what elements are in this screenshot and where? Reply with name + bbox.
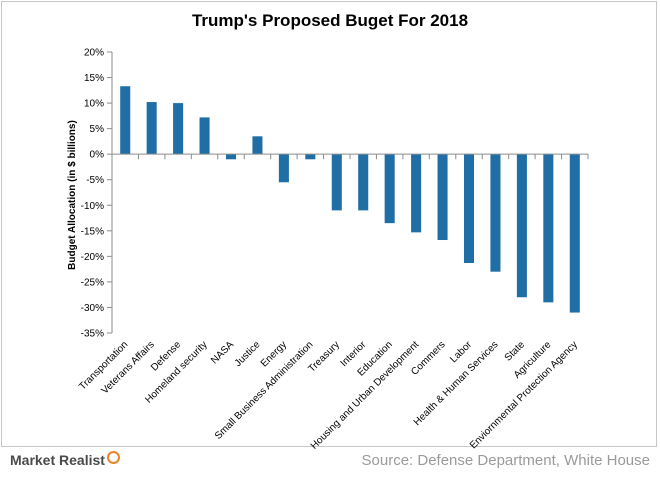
- bar: [543, 154, 554, 303]
- y-tick-label: -15%: [81, 226, 104, 237]
- magnifier-icon: [106, 451, 120, 464]
- y-tick-label: 10%: [84, 99, 104, 110]
- bar: [411, 154, 422, 233]
- y-tick-label: 5%: [90, 124, 105, 135]
- bars: [111, 86, 589, 313]
- bar: [278, 154, 289, 183]
- bar: [569, 154, 580, 313]
- chart-frame: [1, 1, 657, 447]
- y-tick-label: -30%: [81, 303, 104, 314]
- bar: [146, 102, 157, 155]
- bar: [331, 154, 342, 211]
- bar: [437, 154, 448, 241]
- bar: [199, 117, 210, 155]
- bar: [463, 154, 475, 264]
- y-axis-title: Budget Allocation (in $ billions): [67, 120, 78, 270]
- y-axis: -35% -30% -25% -20% -15% -10% -5% 0% 5% 10% 15% 20%: [81, 48, 113, 340]
- bar: [120, 86, 131, 155]
- source-note: Source: Defense Department, White House: [361, 452, 650, 469]
- y-tick-label: -5%: [86, 175, 104, 186]
- bar: [305, 154, 316, 160]
- y-tick-label: 15%: [84, 73, 104, 84]
- brand-name: Market Realist: [10, 452, 105, 468]
- category-label: State: [503, 339, 528, 364]
- bar: [173, 103, 184, 155]
- bar: [225, 154, 237, 160]
- y-tick-label: -10%: [81, 201, 104, 212]
- bar: [252, 136, 263, 155]
- bar: [384, 154, 395, 224]
- category-label: NASA: [209, 339, 236, 366]
- bar: [490, 154, 501, 272]
- y-tick-label: 0%: [90, 150, 105, 161]
- y-tick-label: -35%: [81, 329, 104, 340]
- category-label: Justice: [233, 339, 263, 369]
- bar: [358, 154, 369, 211]
- y-tick-label: -25%: [81, 277, 104, 288]
- y-tick-label: -20%: [81, 252, 104, 263]
- bar: [516, 154, 527, 298]
- brand-logo: Market Realist: [10, 451, 120, 468]
- chart-title: Trump's Proposed Buget For 2018: [192, 11, 468, 30]
- y-tick-label: 20%: [84, 48, 104, 59]
